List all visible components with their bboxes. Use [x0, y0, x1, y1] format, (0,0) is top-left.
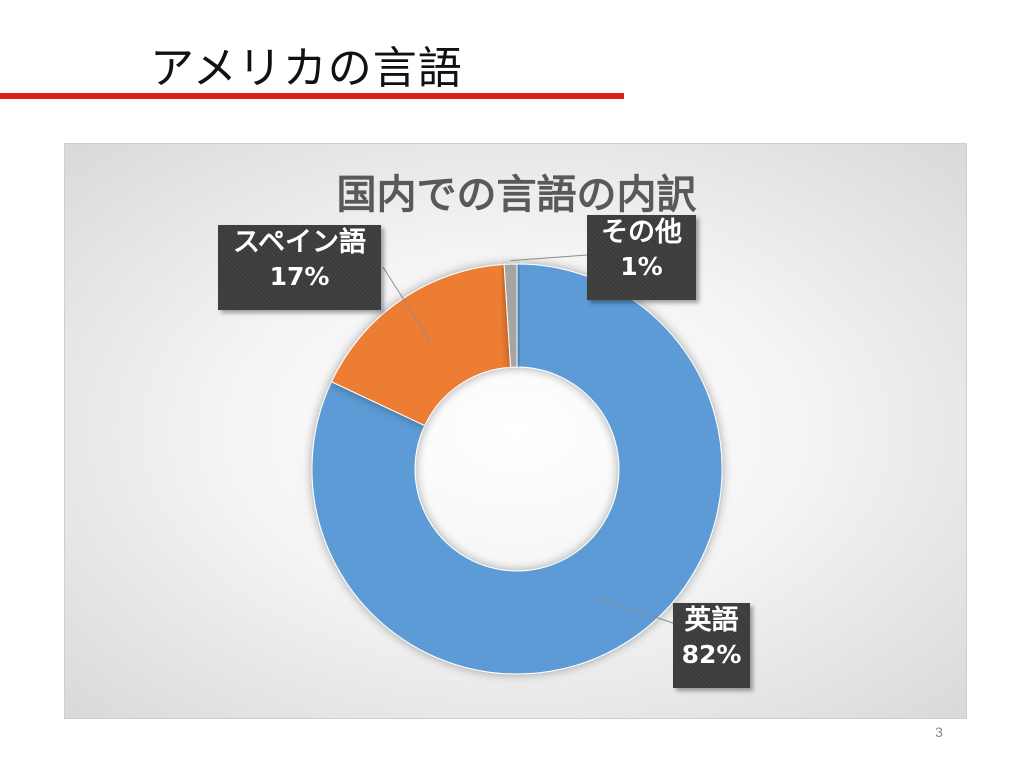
data-label-spanish-value: 17%: [269, 262, 330, 291]
chart-title: 国内での言語の内訳: [336, 172, 697, 218]
data-label-other: その他 1%: [587, 215, 696, 300]
data-label-spanish-name: スペイン語: [232, 227, 367, 258]
slice-other: [503, 263, 518, 368]
data-label-other-value: 1%: [620, 252, 663, 281]
data-label-spanish: スペイン語 17%: [218, 225, 381, 310]
data-label-english-value: 82%: [681, 640, 742, 669]
slice-english: [311, 263, 723, 675]
leader-line-english: [599, 598, 677, 625]
leader-line-spanish: [382, 266, 432, 343]
doughnut-chart: [311, 254, 723, 675]
data-label-other-name: その他: [601, 217, 682, 248]
data-label-english: 英語 82%: [673, 603, 750, 688]
chart-area: 国内での言語の内訳 スペイン語 17% その他 1% 英語 82%: [64, 143, 967, 719]
title-underline: [0, 93, 624, 99]
leader-line-other: [510, 254, 588, 262]
slice-spanish: [330, 263, 512, 427]
data-label-english-name: 英語: [684, 605, 739, 636]
slide-title: アメリカの言語: [150, 43, 463, 94]
page-number: 3: [935, 724, 943, 740]
